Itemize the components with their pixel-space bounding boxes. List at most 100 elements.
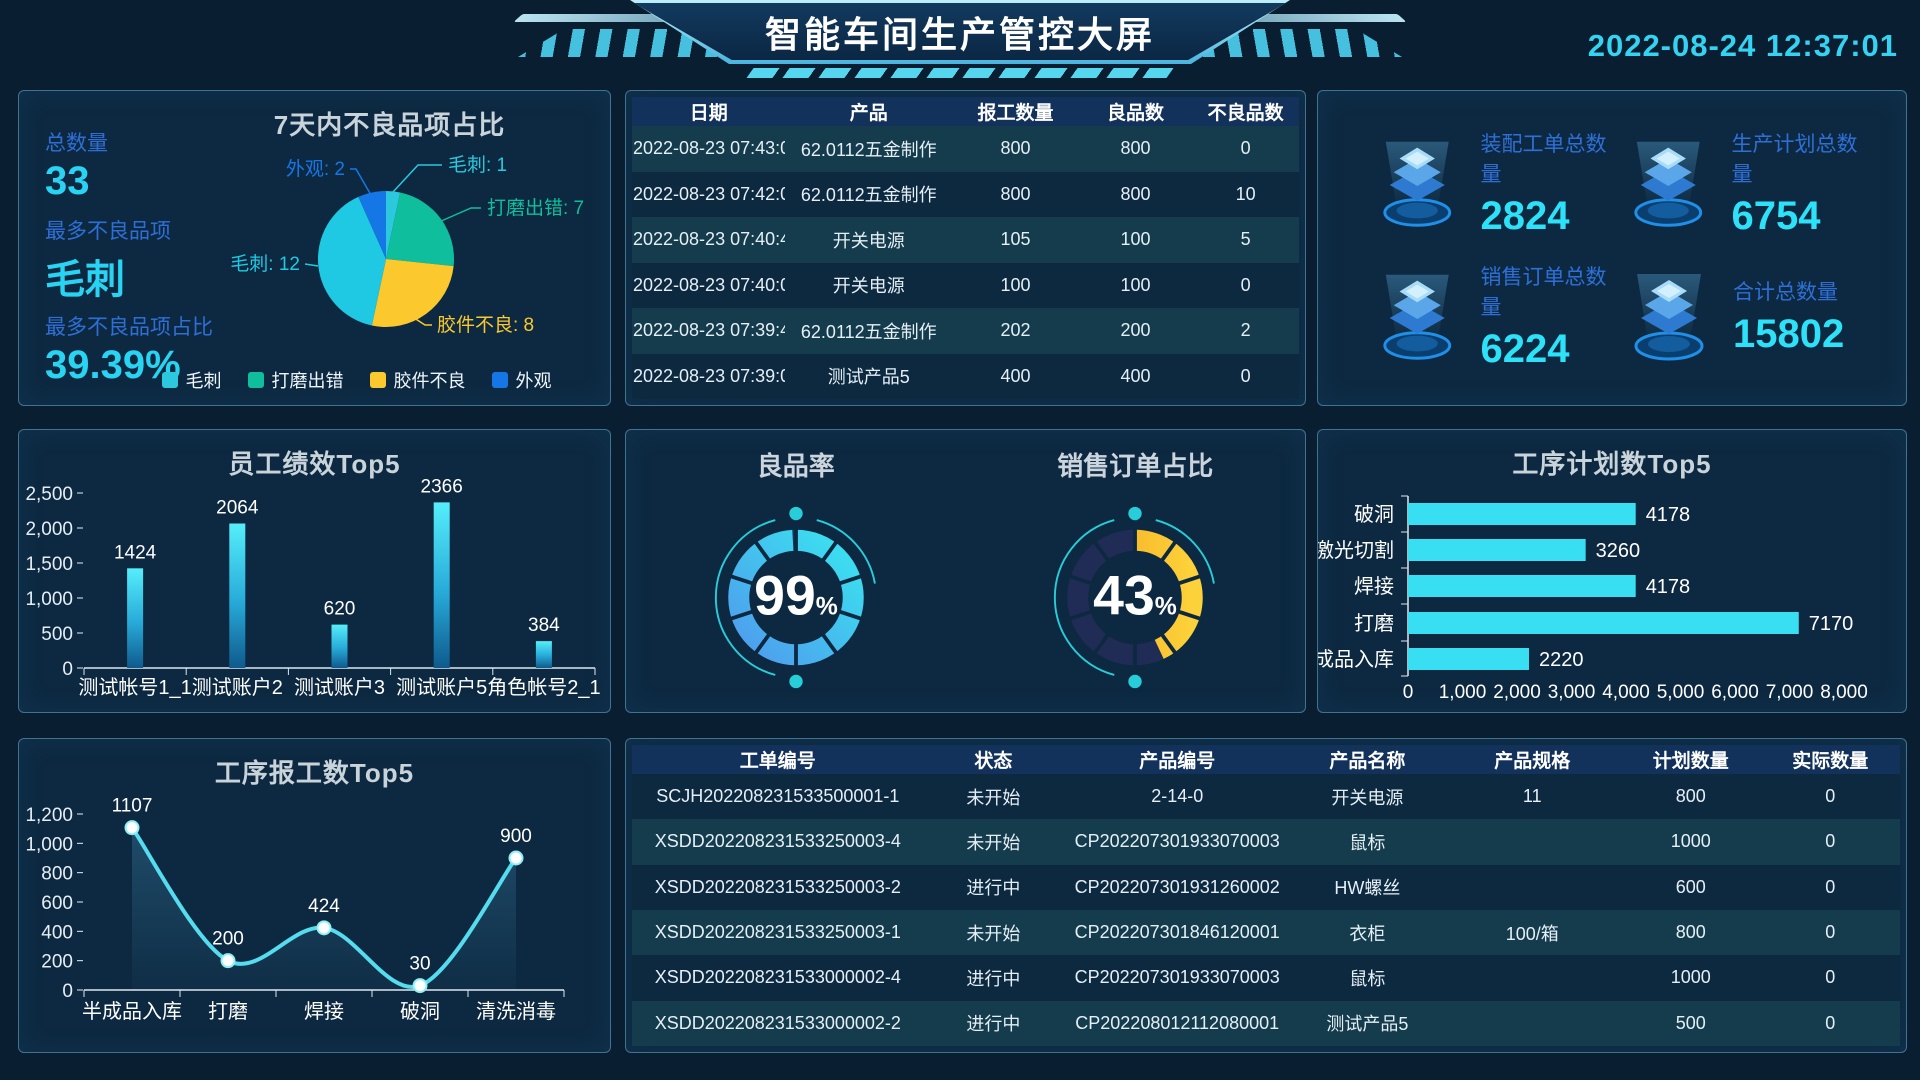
table-cell: 100 (1120, 229, 1151, 250)
panel-title: 工序报工数Top5 (214, 758, 415, 788)
table-cell: 未开始 (966, 832, 1021, 853)
svg-text:600: 600 (41, 893, 73, 914)
column-header: 计划数量 (1621, 745, 1761, 774)
column-header: 产品规格 (1443, 745, 1621, 774)
stat-top-defect-ratio: 最多不良品项占比 39.39% (45, 311, 213, 388)
table-cell (1443, 819, 1621, 864)
legend-label: 外观 (515, 371, 552, 391)
performance-bar-chart: 0 500 1,000 1,500 2,000 2,500 1424 测试帐号1_1 2064 测… (25, 476, 600, 699)
svg-text:角色帐号2_1: 角色帐号2_1 (487, 676, 600, 699)
svg-text:测试账户3: 测试账户3 (294, 676, 385, 699)
table-header-row: 日期 产品 报工数量 良品数 不良品数 (632, 97, 1299, 126)
svg-text:1,200: 1,200 (25, 805, 73, 826)
layers-icon (1383, 274, 1452, 360)
svg-text:打磨: 打磨 (1354, 612, 1394, 635)
table-cell: XSDD202208231533000002-2 (654, 1012, 901, 1033)
table-cell: 800 (1120, 138, 1151, 159)
stat-label: 最多不良品项 (45, 220, 171, 243)
table-row: SCJH202208231533500001-1 未开始 2-14-0 开关电源 11 8… (632, 774, 1900, 820)
svg-text:2220: 2220 (1539, 649, 1584, 671)
header: 智能车间生产管控大屏 2022-08-24 12:37:01 (0, 0, 1920, 88)
stat-total: 总数量 33 (45, 127, 108, 204)
table-cell (1443, 865, 1621, 910)
table-cell: 0 (1825, 831, 1836, 852)
svg-text:破洞: 破洞 (400, 1000, 440, 1023)
table-cell: 0 (1825, 876, 1836, 897)
table-cell: 2022-08-23 07:43:07 (633, 138, 786, 159)
svg-text:900: 900 (500, 826, 532, 847)
svg-text:1,500: 1,500 (25, 554, 73, 575)
panel-defect-ratio: 7天内不良品项占比 总数量 33 最多不良品项 毛刺 最多不良品项占比 39.3… (18, 90, 611, 406)
svg-text:焊接: 焊接 (1354, 575, 1394, 598)
table-cell: CP202208012112080001 (1075, 1012, 1280, 1033)
table-cell: 0 (1825, 922, 1836, 943)
svg-text:0: 0 (62, 659, 73, 680)
gauge-yield-rate: 良品率 99% (626, 430, 966, 712)
table-cell: XSDD202208231533250003-2 (654, 876, 901, 897)
stat-card: 生产计划总数量 6754 (1625, 117, 1876, 250)
svg-text:5,000: 5,000 (1657, 682, 1705, 703)
svg-text:7170: 7170 (1809, 613, 1854, 635)
table-cell: 11 (1522, 786, 1542, 807)
table-cell: 开关电源 (832, 230, 905, 251)
svg-text:激光切割: 激光切割 (1318, 539, 1394, 562)
table-cell: 进行中 (966, 878, 1021, 899)
stat-card-label: 合计总数量 (1733, 281, 1838, 304)
svg-text:2,000: 2,000 (1493, 682, 1541, 703)
svg-text:1107: 1107 (112, 796, 153, 817)
stat-value: 39.39% (45, 343, 181, 387)
panel-work-orders: 工单编号 状态 产品编号 产品名称 产品规格 计划数量 实际数量 SCJH2022082315… (625, 738, 1907, 1053)
column-header: 日期 (632, 97, 786, 126)
svg-text:测试账户2: 测试账户2 (192, 676, 283, 699)
table-cell: 2022-08-23 07:40:02 (633, 274, 786, 295)
table-cell: 100 (1120, 274, 1151, 295)
header-banner: 智能车间生产管控大屏 (630, 0, 1290, 64)
table-cell: 800 (1675, 786, 1706, 807)
table-cell (1443, 1001, 1621, 1046)
svg-text:500: 500 (41, 624, 73, 645)
table-row: XSDD202208231533250003-1 未开始 CP20220730184… (632, 909, 1900, 956)
table-cell: 600 (1675, 876, 1706, 897)
stat-card-value: 15802 (1733, 312, 1845, 356)
stat-card-label: 生产计划总数量 (1731, 133, 1858, 186)
layers-icon (1383, 141, 1452, 227)
table-cell: 0 (1240, 274, 1251, 295)
table-cell: 500 (1675, 1012, 1706, 1033)
legend-item: 胶件不良 (369, 367, 466, 393)
svg-text:半成品入库: 半成品入库 (82, 1000, 182, 1023)
table-cell: 202 (1000, 320, 1031, 341)
table-cell: CP202207301846120001 (1074, 922, 1280, 943)
svg-text:200: 200 (41, 952, 73, 973)
yield-rate-gauge: 99% (714, 506, 876, 689)
table-cell: 测试产品5 (827, 367, 910, 388)
report-table: 日期 产品 报工数量 良品数 不良品数 2022-08-23 07:43:07 62.011… (632, 97, 1299, 399)
legend-item: 外观 (491, 367, 552, 393)
table-cell: 测试产品5 (1326, 1014, 1409, 1035)
table-cell: 800 (1675, 922, 1706, 943)
svg-text:清洗消毒: 清洗消毒 (476, 1000, 556, 1023)
column-header: 工单编号 (632, 745, 924, 774)
svg-text:2,500: 2,500 (25, 484, 73, 505)
svg-text:384: 384 (528, 615, 560, 636)
legend-label: 毛刺 (185, 371, 222, 391)
table-cell: 开关电源 (832, 276, 905, 297)
work-orders-table: 工单编号 状态 产品编号 产品名称 产品规格 计划数量 实际数量 SCJH2022082315… (632, 745, 1900, 1046)
svg-text:测试账户5: 测试账户5 (396, 676, 487, 699)
svg-text:打磨: 打磨 (208, 1000, 248, 1023)
svg-text:200: 200 (212, 929, 244, 950)
svg-text:99%: 99% (754, 565, 838, 627)
svg-text:破洞: 破洞 (1354, 503, 1394, 526)
column-header: 报工数量 (952, 97, 1079, 126)
table-cell: 2022-08-23 07:39:41 (633, 320, 786, 341)
table-cell: SCJH202208231533500001-1 (656, 786, 900, 807)
table-cell: 未开始 (966, 787, 1021, 808)
table-cell: CP202207301933070003 (1074, 831, 1280, 852)
panel-process-report: 工序报工数Top5 0 200 400 600 800 1,000 1,200 1107 半成品… (18, 738, 611, 1053)
legend-swatch (369, 372, 386, 388)
table-cell: 100 (1000, 274, 1031, 295)
svg-text:焊接: 焊接 (304, 1000, 344, 1023)
table-cell: 0 (1240, 365, 1251, 386)
svg-text:毛刺: 1: 毛刺: 1 (448, 154, 507, 176)
column-header: 实际数量 (1760, 745, 1900, 774)
column-header: 产品 (785, 97, 953, 126)
